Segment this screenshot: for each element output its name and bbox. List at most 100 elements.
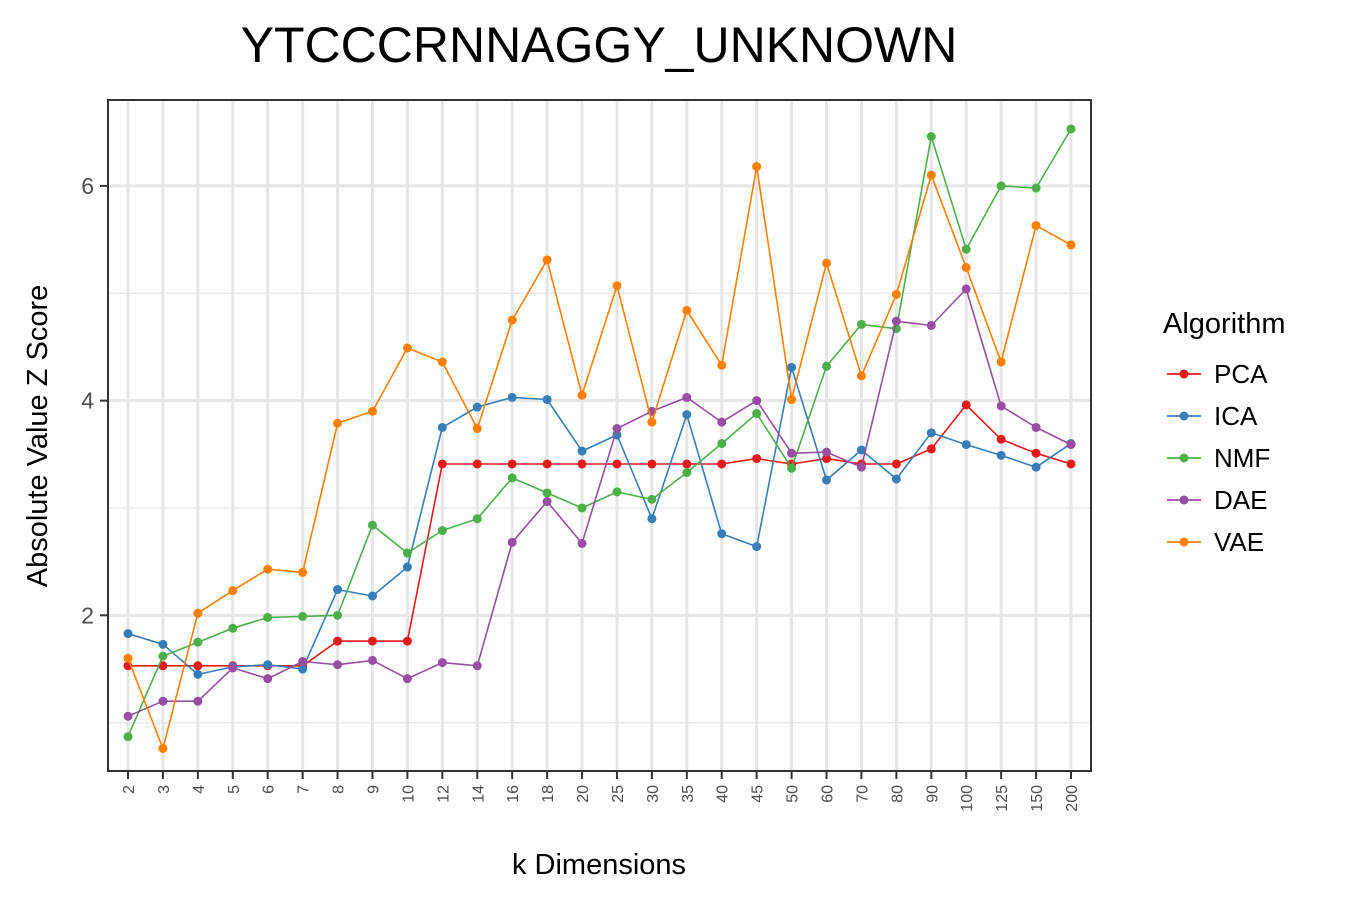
- x-tick-label: 25: [610, 785, 627, 803]
- x-tick-label: 125: [994, 785, 1011, 812]
- data-point-ica: [891, 474, 901, 484]
- data-point-dae: [367, 655, 377, 665]
- data-point-nmf: [996, 181, 1006, 191]
- data-point-ica: [822, 475, 832, 485]
- data-point-ica: [787, 362, 797, 372]
- data-point-vae: [612, 281, 622, 291]
- data-point-vae: [856, 371, 866, 381]
- data-point-dae: [856, 462, 866, 472]
- x-tick-label: 90: [924, 785, 941, 803]
- data-point-ica: [298, 664, 308, 674]
- data-point-nmf: [402, 548, 412, 558]
- data-point-vae: [437, 357, 447, 367]
- data-point-vae: [961, 262, 971, 272]
- x-tick-label: 4: [191, 785, 208, 794]
- data-point-pca: [752, 454, 762, 464]
- data-point-vae: [507, 315, 517, 325]
- x-tick-label: 6: [261, 785, 278, 794]
- y-tick-label: 4: [81, 388, 94, 414]
- data-point-vae: [647, 417, 657, 427]
- data-point-nmf: [647, 494, 657, 504]
- data-point-ica: [263, 660, 273, 670]
- plot-panel: [107, 99, 1092, 772]
- legend-label: DAE: [1214, 485, 1267, 515]
- series-line-vae: [127, 165, 1072, 750]
- x-tick-label: 100: [959, 785, 976, 812]
- data-point-pca: [682, 459, 692, 469]
- data-point-ica: [647, 514, 657, 524]
- y-tick-label: 6: [81, 173, 94, 199]
- x-tick-label: 7: [296, 785, 313, 794]
- x-tick-label: 30: [645, 785, 662, 803]
- legend-label: VAE: [1214, 527, 1264, 557]
- data-point-dae: [437, 658, 447, 668]
- x-tick-label: 200: [1064, 785, 1081, 812]
- data-point-nmf: [193, 637, 203, 647]
- data-point-dae: [577, 538, 587, 548]
- legend-key-point: [1179, 453, 1189, 463]
- data-point-vae: [682, 305, 692, 315]
- legend-label: PCA: [1214, 359, 1268, 389]
- data-point-nmf: [542, 488, 552, 498]
- legend-item-pca: PCA: [1167, 359, 1268, 389]
- data-point-ica: [437, 422, 447, 432]
- data-point-pca: [158, 661, 168, 671]
- series-line-dae: [127, 288, 1072, 717]
- data-point-ica: [333, 585, 343, 595]
- data-point-pca: [402, 636, 412, 646]
- data-point-vae: [1066, 240, 1076, 250]
- data-point-ica: [856, 445, 866, 455]
- data-point-nmf: [367, 520, 377, 530]
- x-tick-label: 18: [540, 785, 557, 803]
- data-point-dae: [402, 674, 412, 684]
- legend-label: ICA: [1214, 401, 1258, 431]
- data-point-pca: [333, 636, 343, 646]
- y-tick-label: 2: [81, 602, 94, 628]
- data-point-vae: [123, 653, 133, 663]
- chart-title: YTCCCRNNAGGY_UNKNOWN: [241, 17, 958, 73]
- legend-item-vae: VAE: [1167, 527, 1264, 557]
- data-point-dae: [542, 497, 552, 507]
- data-point-dae: [996, 401, 1006, 411]
- data-point-vae: [926, 170, 936, 180]
- data-point-vae: [787, 395, 797, 405]
- data-point-dae: [1031, 422, 1041, 432]
- data-point-pca: [507, 459, 517, 469]
- x-tick-label: 80: [889, 785, 906, 803]
- data-point-vae: [717, 360, 727, 370]
- x-tick-label: 20: [575, 785, 592, 803]
- x-tick-label: 3: [156, 785, 173, 794]
- x-tick-label: 9: [365, 785, 382, 794]
- data-point-pca: [822, 454, 832, 464]
- data-point-nmf: [507, 473, 517, 483]
- data-point-pca: [961, 400, 971, 410]
- legend-title: Algorithm: [1163, 308, 1286, 340]
- legend-key-point: [1179, 369, 1189, 379]
- data-point-ica: [926, 428, 936, 438]
- data-point-nmf: [682, 468, 692, 478]
- data-point-pca: [193, 661, 203, 671]
- data-point-nmf: [752, 408, 762, 418]
- data-point-nmf: [822, 361, 832, 371]
- data-point-nmf: [856, 319, 866, 329]
- series-dae: [123, 284, 1076, 721]
- data-point-nmf: [263, 612, 273, 622]
- legend-key-point: [1179, 411, 1189, 421]
- plot-background: [108, 100, 1091, 771]
- data-point-dae: [926, 320, 936, 330]
- x-tick-label: 14: [470, 785, 487, 803]
- series-vae: [123, 162, 1076, 753]
- data-point-pca: [437, 459, 447, 469]
- legend: Algorithm PCA ICA NMF DAE VAE: [1163, 308, 1286, 557]
- data-point-nmf: [158, 651, 168, 661]
- data-point-vae: [752, 162, 762, 172]
- data-point-vae: [402, 343, 412, 353]
- data-point-ica: [996, 450, 1006, 460]
- data-point-nmf: [577, 503, 587, 513]
- data-point-nmf: [228, 623, 238, 633]
- data-point-nmf: [298, 611, 308, 621]
- data-point-vae: [298, 567, 308, 577]
- data-point-ica: [193, 669, 203, 679]
- series-layer: [123, 124, 1076, 753]
